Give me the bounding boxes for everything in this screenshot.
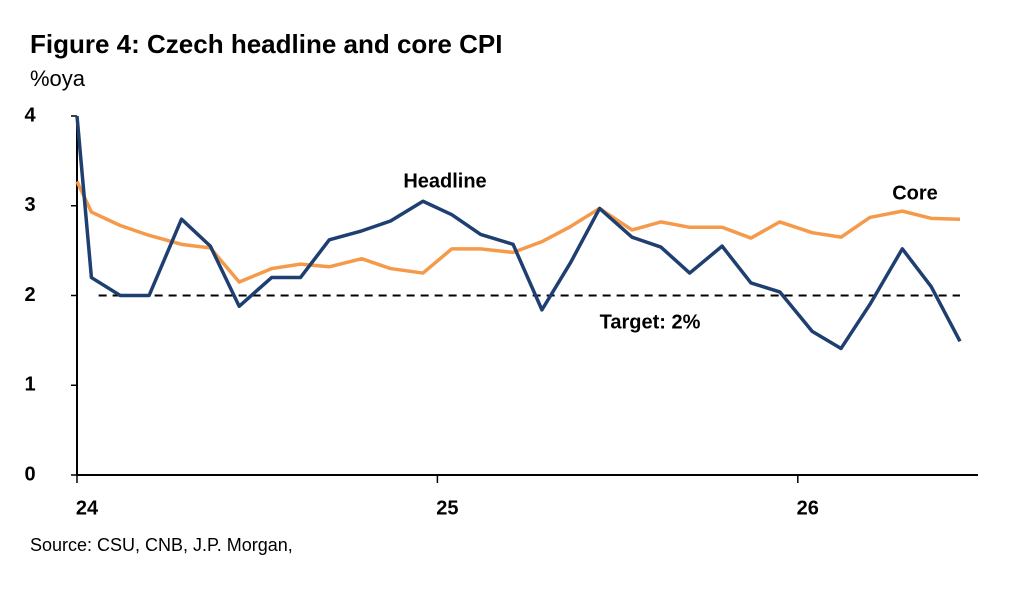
- source-note: Source: CSU, CNB, J.P. Morgan,: [30, 535, 293, 555]
- series-label: Headline: [403, 170, 486, 192]
- x-tick-label: 25: [436, 497, 458, 519]
- y-tick-label: 0: [24, 463, 35, 485]
- y-tick-label: 2: [24, 284, 35, 306]
- y-tick-label: 3: [24, 194, 35, 216]
- x-tick-label: 26: [797, 497, 819, 519]
- series-line: [75, 115, 962, 351]
- x-tick-label: 24: [76, 497, 99, 519]
- chart-subtitle: %oya: [30, 66, 86, 91]
- chart-title: Figure 4: Czech headline and core CPI: [30, 29, 502, 59]
- series-label: Core: [892, 182, 938, 204]
- y-tick-label: 4: [24, 104, 36, 126]
- series-line: [75, 180, 961, 284]
- y-tick-label: 1: [24, 374, 35, 396]
- target-label: Target: 2%: [600, 311, 701, 333]
